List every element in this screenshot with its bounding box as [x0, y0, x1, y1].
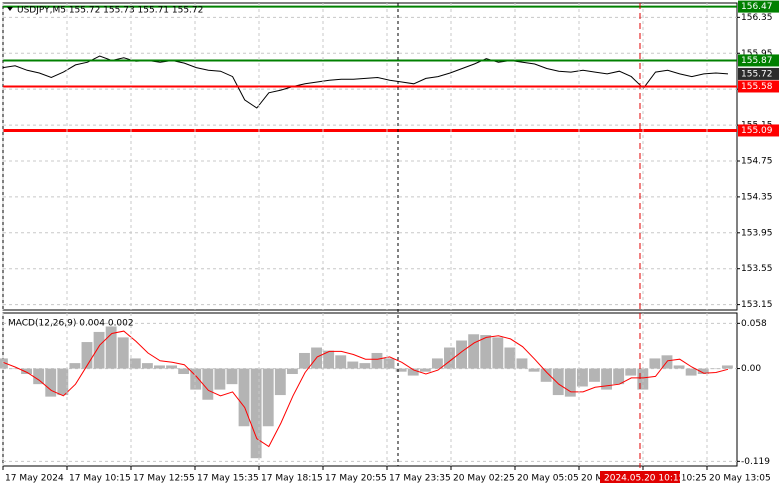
histogram-bar: [202, 368, 214, 400]
price-frame: [2, 2, 738, 311]
histogram-bar: [492, 337, 504, 369]
histogram-bar: [141, 363, 153, 369]
histogram-bar: [154, 365, 165, 369]
histogram-bar: [69, 363, 81, 369]
price-line: [2, 55, 729, 109]
macd-frame: [2, 312, 738, 467]
histogram-bar: [468, 334, 480, 369]
y-tick-label: 153.55: [741, 264, 773, 274]
histogram-bar: [57, 368, 69, 396]
histogram-bar: [214, 368, 226, 390]
level-label: 156.47: [741, 2, 773, 12]
x-tick-label: 17 May 20:55: [325, 474, 387, 484]
histogram-bar: [709, 368, 721, 370]
histogram-bar: [0, 358, 8, 369]
title-arrow: [7, 7, 13, 11]
histogram-bar: [105, 326, 117, 369]
histogram-bar: [613, 368, 625, 385]
cursor-label: 2024.05.20 10:15: [604, 474, 684, 484]
cursor-label-box: [600, 471, 680, 483]
histogram-bar: [697, 368, 709, 375]
histogram-bar: [323, 350, 335, 369]
histogram-bar: [516, 358, 528, 369]
histogram-bar: [419, 368, 431, 372]
histogram-bar: [407, 368, 419, 376]
signal-line: [2, 330, 729, 448]
last-price-label: 155.72: [741, 69, 773, 79]
histogram-bar: [456, 340, 467, 369]
histogram-bar: [649, 358, 661, 369]
level-label-box: [738, 54, 779, 67]
histogram-bar: [528, 368, 540, 372]
histogram-bar: [262, 368, 274, 427]
histogram-bar: [576, 368, 588, 387]
level-label-box: [738, 124, 779, 137]
y-tick-label: -0.119: [741, 457, 770, 467]
histogram-bar: [178, 368, 190, 375]
chart-title: USDJPY,M5 155.72 155.73 155.71 155.72: [17, 6, 203, 16]
histogram-bar: [45, 368, 57, 397]
y-tick-label: 153.95: [741, 228, 773, 238]
y-tick-label: 154.35: [741, 192, 773, 202]
histogram-bar: [299, 352, 310, 369]
x-tick-label: 17 May 23:35: [389, 474, 451, 484]
histogram-bar: [540, 368, 552, 382]
histogram-bar: [444, 347, 455, 369]
histogram-bar: [347, 361, 359, 369]
histogram-bar: [625, 368, 637, 376]
histogram-bar: [601, 368, 612, 390]
histogram-bar: [226, 368, 238, 385]
histogram-bar: [238, 368, 250, 427]
histogram-bar: [564, 368, 576, 397]
level-label-box: [738, 80, 779, 93]
x-tick-label: 20 May 05:05: [517, 474, 579, 484]
histogram-bar: [190, 368, 202, 390]
y-tick-label: 0.058: [741, 319, 767, 329]
level-label: 155.09: [741, 126, 773, 136]
histogram-bar: [9, 368, 20, 370]
y-tick-label: 156.35: [741, 13, 773, 23]
y-tick-label: 155.95: [741, 49, 773, 59]
histogram-bar: [552, 368, 564, 396]
histogram-bar: [117, 337, 129, 369]
histogram-bar: [335, 355, 347, 369]
histogram-bar: [395, 368, 407, 372]
histogram-bar: [250, 368, 262, 459]
histogram-bar: [504, 347, 516, 369]
histogram-bar: [286, 368, 298, 375]
level-label: 155.58: [741, 82, 773, 92]
histogram-bar: [480, 335, 492, 369]
histogram-bar: [721, 365, 733, 369]
histogram-bar: [166, 365, 177, 369]
histogram-bar: [93, 331, 105, 369]
x-tick-label: 17 May 10:15: [69, 474, 131, 484]
y-tick-label: 153.15: [741, 300, 773, 310]
x-tick-label: 20 May 02:25: [453, 474, 515, 484]
histogram-bar: [673, 365, 685, 369]
y-tick-label: 0.00: [741, 364, 761, 374]
x-tick-label: 17 May 18:15: [261, 474, 323, 484]
histogram-bar: [129, 358, 141, 369]
histogram-bar: [383, 358, 395, 369]
histogram-bar: [81, 342, 93, 369]
x-tick-label: 17 May 15:35: [197, 474, 259, 484]
macd-title: MACD(12,26,9) 0.004 0.002: [8, 319, 134, 329]
x-tick-label: 20 May 13:05: [709, 474, 771, 484]
histogram-bar: [359, 363, 371, 369]
histogram-bar: [371, 352, 383, 369]
x-tick-label: 17 May 12:55: [133, 474, 195, 484]
last-price-box: [738, 67, 779, 80]
histogram-bar: [431, 358, 443, 369]
level-label: 155.87: [741, 56, 773, 66]
histogram-bar: [21, 368, 32, 375]
level-label-box: [738, 0, 779, 13]
histogram-bar: [274, 368, 286, 396]
y-tick-label: 154.75: [741, 156, 773, 166]
histogram-bar: [589, 368, 600, 382]
histogram-bar: [685, 368, 697, 376]
histogram-bar: [33, 368, 45, 385]
x-tick-label: 17 May 2024: [5, 474, 64, 484]
